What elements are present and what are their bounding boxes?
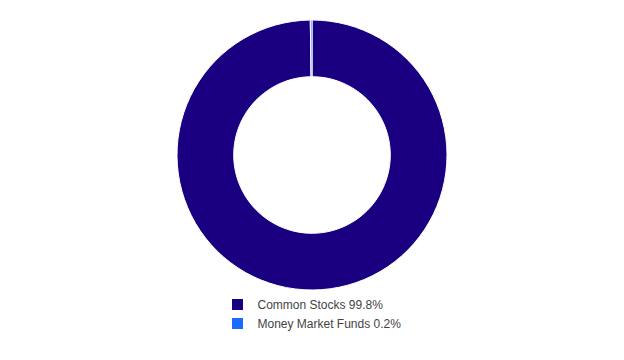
svg-text:Common Stocks 99.8%: Common Stocks 99.8% xyxy=(258,298,384,312)
svg-text:Money Market Funds 0.2%: Money Market Funds 0.2% xyxy=(258,317,402,331)
